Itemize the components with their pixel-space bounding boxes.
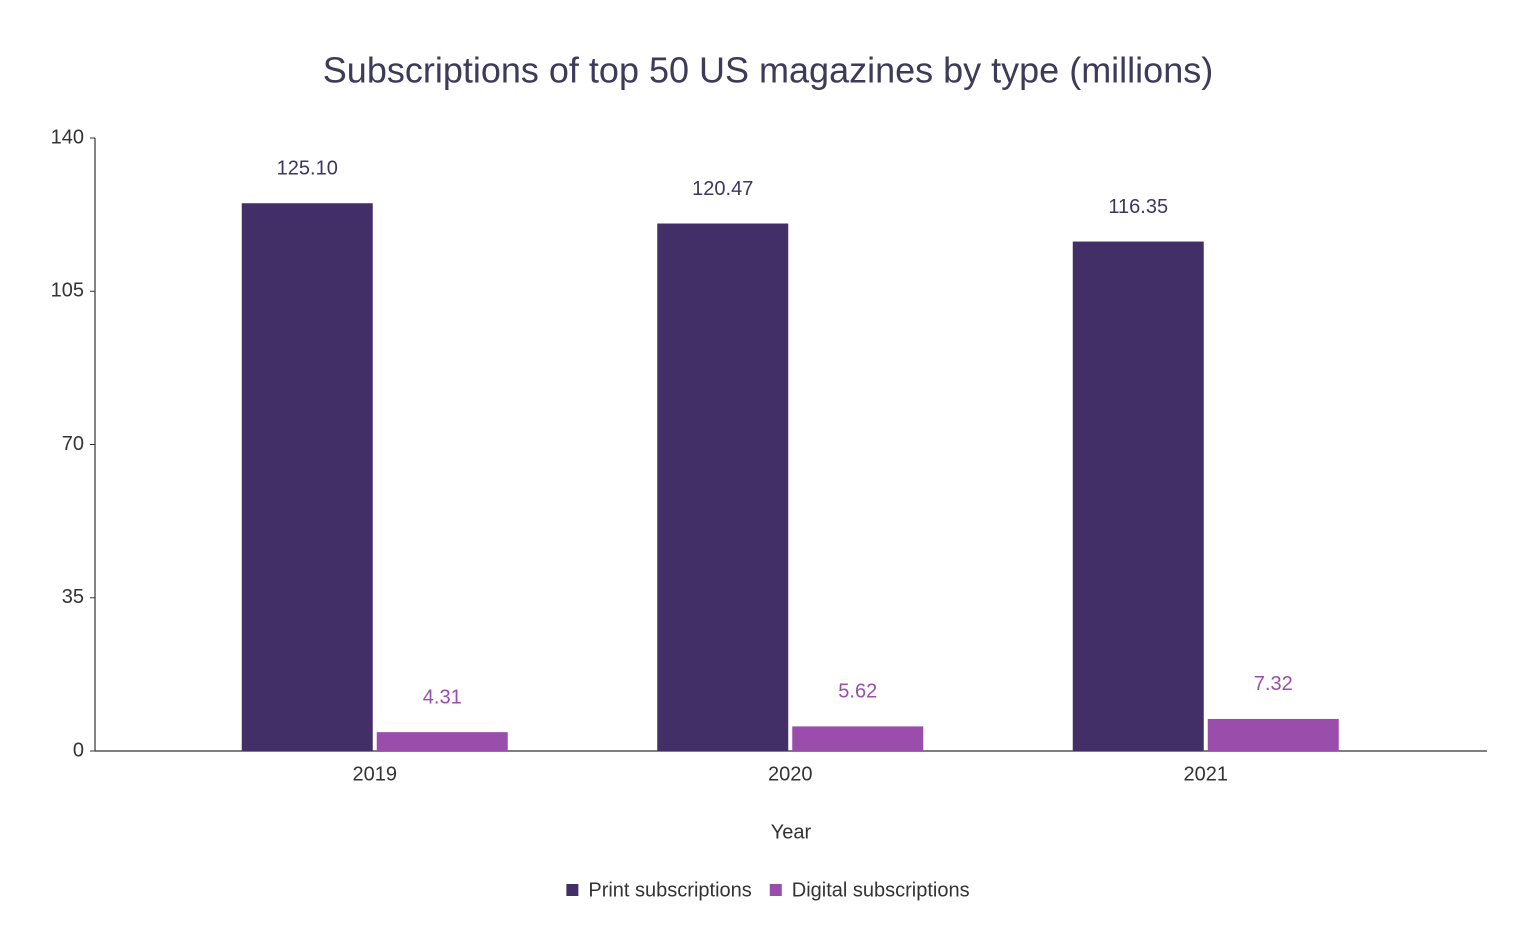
value-label: 4.31 [423, 686, 462, 708]
legend-label: Print subscriptions [588, 879, 751, 901]
bar [657, 223, 789, 752]
y-tick-label: 70 [62, 433, 84, 455]
bar [792, 726, 924, 751]
bar [241, 203, 373, 751]
value-label: 5.62 [838, 681, 877, 703]
chart-title: Subscriptions of top 50 US magazines by … [323, 50, 1213, 91]
x-tick-label: 2020 [768, 763, 813, 785]
value-label: 125.10 [277, 158, 338, 180]
value-label: 7.32 [1254, 673, 1293, 695]
y-tick-label: 35 [62, 586, 84, 608]
y-tick-label: 0 [73, 739, 84, 761]
bar [376, 732, 508, 751]
y-tick-label: 140 [51, 126, 84, 148]
legend-item: Digital subscriptions [769, 879, 970, 901]
value-label: 120.47 [692, 178, 753, 200]
legend-swatch [769, 884, 782, 896]
legend-swatch [566, 884, 579, 896]
x-axis-title: Year [771, 821, 812, 843]
x-tick-label: 2021 [1184, 763, 1229, 785]
y-tick-label: 105 [51, 280, 84, 302]
value-label: 116.35 [1108, 196, 1168, 218]
bar [1207, 718, 1339, 751]
legend-item: Print subscriptions [566, 879, 752, 901]
x-tick-label: 2019 [353, 763, 398, 785]
legend-label: Digital subscriptions [792, 879, 970, 901]
bar [1072, 241, 1204, 751]
